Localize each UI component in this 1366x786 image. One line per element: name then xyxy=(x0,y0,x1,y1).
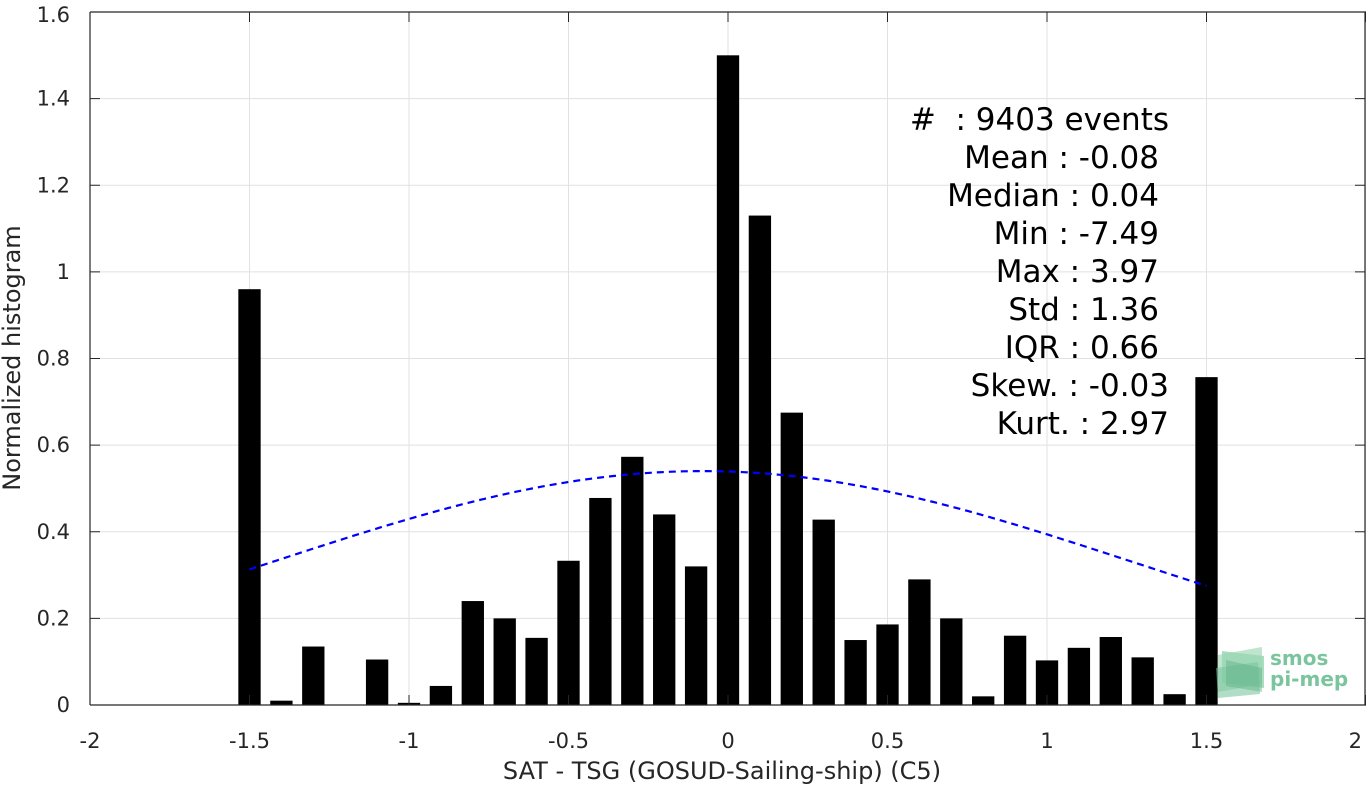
histogram-bar xyxy=(653,514,676,705)
x-tick-label: 1.5 xyxy=(1190,729,1223,753)
normal-fit-curve xyxy=(249,470,1207,587)
stats-std: Std : 1.36 xyxy=(1008,292,1159,328)
smos-pimep-logo: smos pi-mep xyxy=(1216,646,1348,698)
histogram-bar xyxy=(589,497,612,705)
histogram-bar xyxy=(525,637,548,705)
histogram-bar xyxy=(780,412,803,705)
stats-iqr: IQR : 0.66 xyxy=(1005,330,1159,366)
x-axis-label: SAT - TSG (GOSUD-Sailing-ship) (C5) xyxy=(503,757,941,785)
y-tick-label: 1.6 xyxy=(37,3,70,27)
x-tick-label: 0 xyxy=(721,729,734,753)
x-tick-labels: -2 -1.5 -1 -0.5 0 0.5 1 1.5 2 xyxy=(80,729,1362,753)
y-tick-label: 0.4 xyxy=(37,520,70,544)
histogram-bar xyxy=(238,289,261,705)
logo-mark-icon xyxy=(1216,647,1264,698)
histogram-bar xyxy=(940,618,963,705)
x-tick-label: -1 xyxy=(399,729,420,753)
bars xyxy=(238,55,1218,705)
y-tick-labels: 0 0.2 0.4 0.6 0.8 1 1.2 1.4 1.6 xyxy=(37,3,70,717)
y-axis-label: Normalized histogram xyxy=(0,225,26,490)
stats-median: Median : 0.04 xyxy=(947,178,1159,214)
y-tick-label: 0.6 xyxy=(37,433,70,457)
logo-line1: smos xyxy=(1270,646,1328,670)
histogram-bar xyxy=(461,601,484,705)
histogram-bar xyxy=(1163,694,1186,705)
axes xyxy=(89,11,1366,706)
y-tick-label: 0.8 xyxy=(37,347,70,371)
histogram-bar xyxy=(302,646,325,705)
y-tick-label: 0 xyxy=(57,693,70,717)
y-tick-label: 1 xyxy=(57,260,70,284)
y-tick-label: 1.2 xyxy=(37,173,70,197)
x-tick-label: 0.5 xyxy=(871,729,904,753)
y-tick-label: 1.4 xyxy=(37,87,70,111)
histogram-bar xyxy=(844,640,867,705)
y-tick-label: 0.2 xyxy=(37,606,70,630)
stats-kurt: Kurt. : 2.97 xyxy=(997,406,1169,442)
x-tick-label: -2 xyxy=(80,729,101,753)
histogram-bar xyxy=(1067,647,1091,705)
histogram-bar xyxy=(908,579,931,705)
histogram-bar xyxy=(365,659,389,705)
histogram-bar xyxy=(1131,657,1154,705)
x-tick-label: 2 xyxy=(1349,729,1362,753)
histogram-bar xyxy=(493,618,516,705)
histogram-bar xyxy=(1195,377,1218,705)
histogram-bar xyxy=(972,696,995,705)
stats-box: # : 9403 events Mean : -0.08 Median : 0.… xyxy=(910,102,1169,442)
histogram-bar xyxy=(270,700,293,705)
histogram-bar xyxy=(1035,660,1059,705)
x-tick-label: -0.5 xyxy=(548,729,589,753)
stats-max: Max : 3.97 xyxy=(996,254,1159,290)
stats-events: # : 9403 events xyxy=(910,102,1169,138)
histogram-bar xyxy=(1099,636,1122,705)
histogram-bar xyxy=(621,456,644,705)
histogram-bar xyxy=(1003,635,1027,705)
histogram-bar xyxy=(557,560,580,705)
stats-mean: Mean : -0.08 xyxy=(964,140,1159,176)
histogram-bar xyxy=(716,55,740,705)
x-tick-label: 1 xyxy=(1040,729,1053,753)
x-tick-label: -1.5 xyxy=(229,729,270,753)
histogram-bar xyxy=(812,519,835,705)
histogram-bar xyxy=(748,215,772,705)
stats-min: Min : -7.49 xyxy=(994,216,1159,252)
stats-skew: Skew. : -0.03 xyxy=(971,368,1169,404)
logo-line2: pi-mep xyxy=(1270,667,1348,691)
histogram-bar xyxy=(684,566,708,705)
histogram-bar xyxy=(429,685,453,705)
histogram-bar xyxy=(876,624,899,705)
